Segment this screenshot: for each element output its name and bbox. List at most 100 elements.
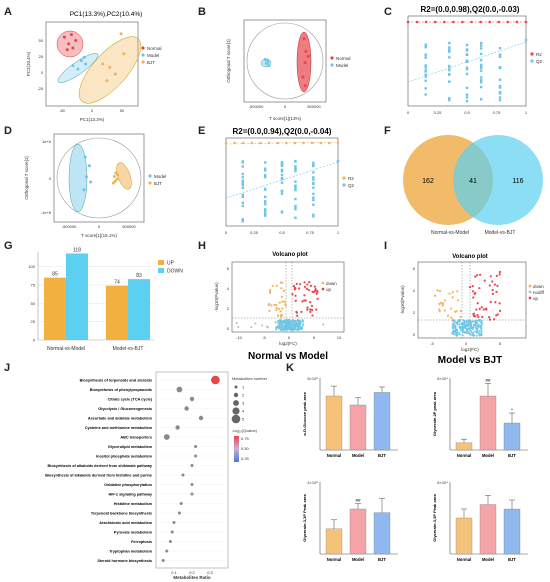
- q2-point: [465, 59, 469, 62]
- pca-xlabel: PC1(13.3%): [80, 117, 105, 122]
- volcano-h-point: [250, 326, 253, 329]
- volcano-i-point: [480, 324, 483, 327]
- j-pathway-point: [163, 434, 170, 440]
- q2-point: [241, 218, 244, 221]
- panel-label-d: D: [4, 125, 12, 137]
- volcano-i-point: [458, 333, 461, 336]
- volcano-i-ytick: 2: [413, 310, 416, 315]
- opls-b-xtick: 0: [284, 104, 287, 109]
- volcano-h-up-point: [295, 311, 298, 314]
- volcano-i-point: [452, 327, 455, 330]
- j-pathway-label: Ferroptosis: [131, 540, 152, 544]
- opls-b-point: [303, 61, 307, 65]
- volcano-h-point: [278, 325, 281, 328]
- volcano-i-down-point: [443, 309, 446, 312]
- volcano-h-point: [298, 325, 301, 328]
- q2-point: [498, 55, 502, 58]
- j-xtick: 0.2: [189, 570, 195, 575]
- volcano-i-point: [475, 328, 478, 331]
- pca-ytick: 0: [41, 70, 44, 75]
- kegg-enrichment-chart: Biosynthesis of terpenoids and steroids B…: [45, 371, 268, 580]
- j-pathway-point: [181, 473, 185, 477]
- volcano-i-down-point: [433, 294, 437, 297]
- k-bar: [349, 404, 367, 451]
- hotelling-ellipse: [246, 22, 324, 100]
- opls-b-point: [306, 54, 310, 58]
- q2-point: [241, 183, 244, 187]
- q2-point: [312, 182, 315, 186]
- legend-normal-marker: [330, 56, 334, 60]
- volcano-i-point: [480, 333, 483, 336]
- g-bar-value: 118: [73, 247, 81, 253]
- opls-normal-model-chart: T score[1](13%) Orthogonal T score[1] -5…: [226, 19, 351, 121]
- opls-d-point: [84, 175, 88, 179]
- volcano-h-up-point: [315, 292, 318, 295]
- q2-point: [312, 213, 315, 216]
- legend-down: down: [326, 281, 337, 286]
- pca-ylabel: PC2(10.4%): [26, 51, 31, 76]
- volcano-i-down-point: [441, 301, 445, 305]
- size-legend-marker: [231, 414, 241, 424]
- volcano-h-up-point: [306, 283, 309, 286]
- q2-point: [498, 90, 502, 94]
- k-significance: ##: [485, 378, 491, 383]
- size-legend-label: 3: [242, 401, 245, 406]
- opls-b-point: [304, 49, 308, 53]
- q2-point: [479, 47, 483, 50]
- legend-up-marker: [321, 287, 325, 291]
- q2-point: [280, 161, 284, 164]
- volcano-h-up-point: [312, 290, 316, 294]
- volcano-h-point: [274, 321, 277, 324]
- opls-d-point: [115, 177, 119, 181]
- q2-point: [448, 56, 451, 59]
- j-pathway-label: Inositol phosphate metabolism: [96, 454, 153, 458]
- volcano-i-up-point: [481, 315, 484, 319]
- q2-point: [280, 177, 284, 181]
- volcano-h-point: [274, 328, 277, 331]
- volcano-h-down-point: [282, 289, 286, 293]
- j-pathway-label: Steroid hormone biosynthesis: [97, 559, 152, 563]
- q2-point: [294, 187, 297, 190]
- opls-d-point: [111, 181, 115, 185]
- legend-nodiff-marker: [528, 290, 532, 294]
- size-legend: 1 2 3 4 5: [231, 385, 245, 424]
- volcano-i-up-point: [488, 318, 492, 321]
- volcano-i-down-point: [459, 309, 462, 313]
- volcano-i-point: [457, 320, 460, 323]
- j-pathway-point: [184, 406, 189, 411]
- permutation-c-title: R2=(0.0,0.98),Q2(0.0,-0.03): [421, 5, 520, 14]
- j-pathway-point: [176, 386, 183, 393]
- volcano-i-up-point: [483, 279, 486, 282]
- q2-point: [424, 79, 427, 82]
- k-ylabel: Glycerate-3,3P Peak area: [432, 493, 437, 541]
- volcano-i-down-point: [451, 296, 454, 299]
- volcano-i-up-point: [489, 300, 492, 304]
- volcano-i-up-point: [493, 283, 496, 286]
- j-pathway-label: Histidine metabolism: [114, 502, 153, 506]
- volcano-i-point: [458, 331, 461, 334]
- r2-point: [319, 141, 323, 145]
- volcano-h-point: [293, 323, 296, 326]
- volcano-h-title: Volcano plot: [272, 252, 308, 258]
- q2-point: [264, 169, 267, 172]
- q2-point: [479, 44, 483, 47]
- legend-q2-marker: [530, 59, 534, 63]
- volcano-i-point: [480, 329, 483, 332]
- volcano-i-up-point: [495, 314, 498, 317]
- q2-point: [465, 93, 469, 97]
- legend-r2-marker: [342, 176, 346, 180]
- q2-point: [498, 66, 502, 69]
- q2-point: [465, 99, 469, 103]
- volcano-i-point: [465, 331, 468, 334]
- panel-label-e: E: [198, 125, 206, 137]
- volcano-i-point: [475, 331, 478, 334]
- venn-diagram: 162 41 116 Normal-vs-Model Model-vs-BJT: [403, 135, 543, 236]
- venn-count-intersection: 41: [469, 178, 477, 185]
- volcano-i-point: [456, 331, 459, 334]
- volcano-i-point: [463, 320, 466, 323]
- volcano-h-up-point: [309, 308, 312, 311]
- volcano-h-point: [260, 324, 263, 327]
- volcano-h-up-point: [307, 288, 310, 292]
- r2-point: [250, 141, 254, 145]
- volcano-i-up-point: [495, 290, 498, 293]
